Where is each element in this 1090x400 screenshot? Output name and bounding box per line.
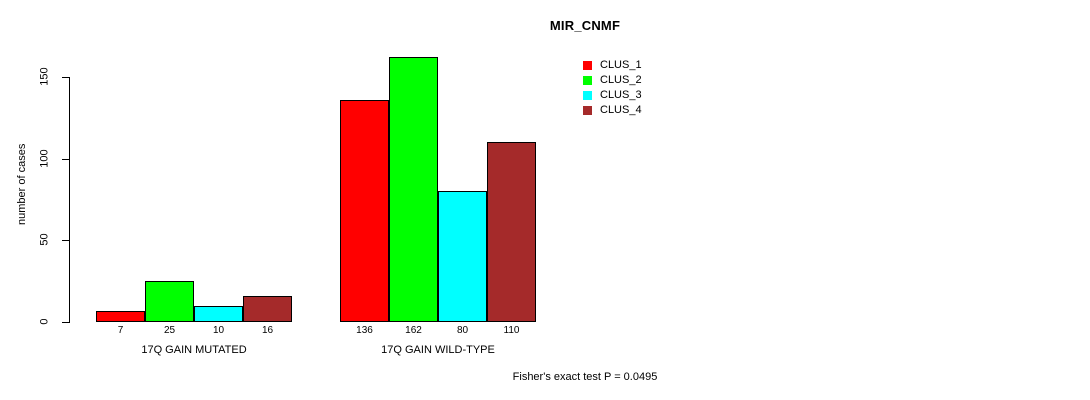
legend: CLUS_1 CLUS_2 CLUS_3 CLUS_4 <box>583 58 642 118</box>
y-tick-mark <box>62 322 70 323</box>
bar-value-label: 136 <box>356 325 373 336</box>
y-axis-line <box>69 77 70 323</box>
legend-item: CLUS_2 <box>583 73 642 88</box>
y-axis-title: number of cases <box>16 143 28 225</box>
bar <box>389 57 438 322</box>
y-tick-label: 50 <box>38 233 51 246</box>
legend-item: CLUS_4 <box>583 103 642 118</box>
bar-value-label: 110 <box>503 325 520 336</box>
bar <box>194 305 243 322</box>
legend-item-label: CLUS_2 <box>600 74 642 86</box>
legend-item-label: CLUS_3 <box>600 89 642 101</box>
bar <box>96 310 145 322</box>
chart-title: MIR_CNMF <box>549 18 621 33</box>
bar-value-label: 162 <box>405 325 422 336</box>
bar <box>243 295 292 322</box>
bar-value-label: 7 <box>117 325 124 336</box>
bar <box>487 142 536 322</box>
bar-value-label: 80 <box>456 325 469 336</box>
bar <box>340 99 389 322</box>
footnote-text: Fisher's exact test P = 0.0495 <box>512 371 658 383</box>
bar <box>145 281 194 322</box>
legend-item-label: CLUS_1 <box>600 59 642 71</box>
legend-color-swatch <box>583 76 592 85</box>
legend-color-swatch <box>583 106 592 115</box>
bar-value-label: 25 <box>163 325 176 336</box>
legend-item-label: CLUS_4 <box>600 104 642 116</box>
bar-value-label: 10 <box>212 325 225 336</box>
y-tick-mark <box>62 240 70 242</box>
legend-color-swatch <box>583 61 592 70</box>
y-tick-mark <box>62 77 70 78</box>
group-axis-label: 17Q GAIN WILD-TYPE <box>381 344 495 356</box>
y-tick-label: 100 <box>38 148 51 168</box>
bar <box>438 191 487 322</box>
bar-value-label: 16 <box>261 325 274 336</box>
group-axis-label: 17Q GAIN MUTATED <box>141 344 247 356</box>
y-tick-mark <box>62 158 70 160</box>
legend-item: CLUS_3 <box>583 88 642 103</box>
y-tick-label-wrapper: 100 <box>34 148 56 170</box>
y-axis-title-wrapper: number of cases <box>0 144 62 225</box>
y-tick-label-wrapper: 0 <box>34 311 56 333</box>
legend-color-swatch <box>583 91 592 100</box>
legend-item: CLUS_1 <box>583 58 642 73</box>
y-tick-label-wrapper: 50 <box>34 229 56 251</box>
y-tick-label: 0 <box>38 318 51 325</box>
y-tick-label-wrapper: 150 <box>34 66 56 88</box>
y-tick-label: 150 <box>38 67 51 86</box>
